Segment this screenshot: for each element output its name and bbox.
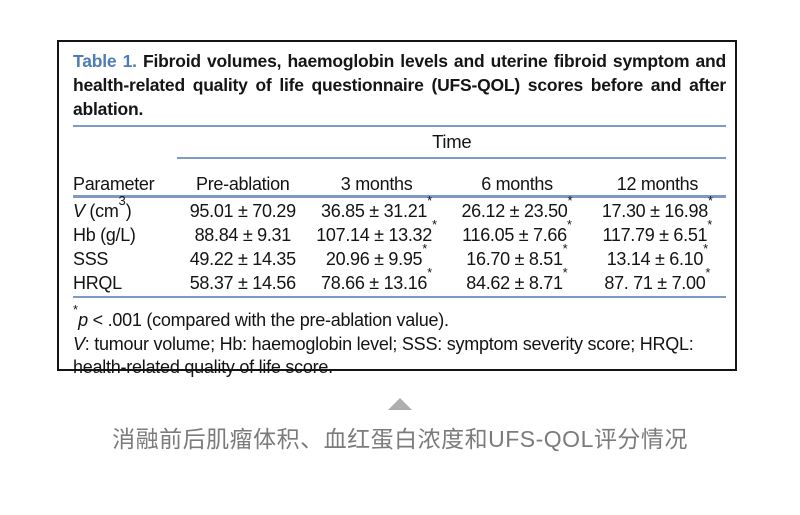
row-label-hrql: HRQL xyxy=(73,270,178,298)
value-cell: 13.14 ± 6.10* xyxy=(606,241,709,269)
table-title: Table 1. Fibroid volumes, haemoglobin le… xyxy=(73,49,726,121)
paper-table-card: Table 1. Fibroid volumes, haemoglobin le… xyxy=(57,40,737,377)
triangle-up-icon xyxy=(388,398,412,410)
column-header-12-months: 12 months xyxy=(588,158,726,198)
value-cell: 84.62 ± 8.71* xyxy=(445,265,589,298)
table-number-label: Table 1. xyxy=(73,51,137,71)
table-footnotes: *p < .001 (compared with the pre-ablatio… xyxy=(73,302,726,380)
footnote-significance: *p < .001 (compared with the pre-ablatio… xyxy=(73,302,449,330)
value-cell: 117.79 ± 6.51* xyxy=(602,217,713,245)
value-cell: 49.22 ± 14.35 xyxy=(189,249,296,269)
row-label-volume: V (cm3) xyxy=(73,193,132,221)
table-title-text: Fibroid volumes, haemoglobin levels and … xyxy=(73,51,726,119)
value-cell: 107.14 ± 13.32* xyxy=(316,217,438,245)
table-row-haemoglobin: Hb (g/L) 88.84 ± 9.31 107.14 ± 13.32* 11… xyxy=(73,217,726,246)
value-cell: 87. 71 ± 7.00* xyxy=(588,265,726,298)
title-divider-rule xyxy=(73,125,726,127)
column-header-6-months: 6 months xyxy=(445,158,589,198)
column-header-3-months: 3 months xyxy=(308,158,446,198)
value-cell: 17.30 ± 16.98* xyxy=(601,193,713,221)
value-cell: 88.84 ± 9.31 xyxy=(194,225,292,245)
time-spanner-row: Time xyxy=(73,127,726,159)
value-cell: 95.01 ± 70.29 xyxy=(189,201,296,221)
value-cell: 16.70 ± 8.51* xyxy=(466,241,568,269)
table-row-sss: SSS 49.22 ± 14.35 20.96 ± 9.95* 16.70 ± … xyxy=(73,241,726,270)
value-cell: 26.12 ± 23.50* xyxy=(461,193,573,221)
value-cell: 58.37 ± 14.56 xyxy=(177,270,309,298)
row-label-haemoglobin: Hb (g/L) xyxy=(73,225,136,245)
value-cell: 78.66 ± 13.16* xyxy=(308,265,446,298)
value-cell: 20.96 ± 9.95* xyxy=(325,241,428,269)
value-cell: 36.85 ± 31.21* xyxy=(321,193,433,221)
results-table: Time Parameter Pre-ablation 3 months 6 m… xyxy=(73,127,726,298)
footnote-abbreviations: V: tumour volume; Hb: haemoglobin level;… xyxy=(73,333,694,378)
table-row-volume: V (cm3) 95.01 ± 70.29 36.85 ± 31.21* 26.… xyxy=(73,193,726,223)
time-header: Time xyxy=(177,127,726,159)
value-cell: 116.05 ± 7.66* xyxy=(462,217,572,245)
column-header-pre-ablation: Pre-ablation xyxy=(177,158,309,198)
column-header-row: Parameter Pre-ablation 3 months 6 months… xyxy=(73,158,726,198)
table-row-hrql: HRQL 58.37 ± 14.56 78.66 ± 13.16* 84.62 … xyxy=(73,265,726,298)
time-spacer-cell xyxy=(73,127,177,158)
row-label-sss: SSS xyxy=(73,249,109,269)
column-header-parameter: Parameter xyxy=(73,158,178,198)
figure-caption-chinese: 消融前后肌瘤体积、血红蛋白浓度和UFS-QOL评分情况 xyxy=(112,426,688,452)
